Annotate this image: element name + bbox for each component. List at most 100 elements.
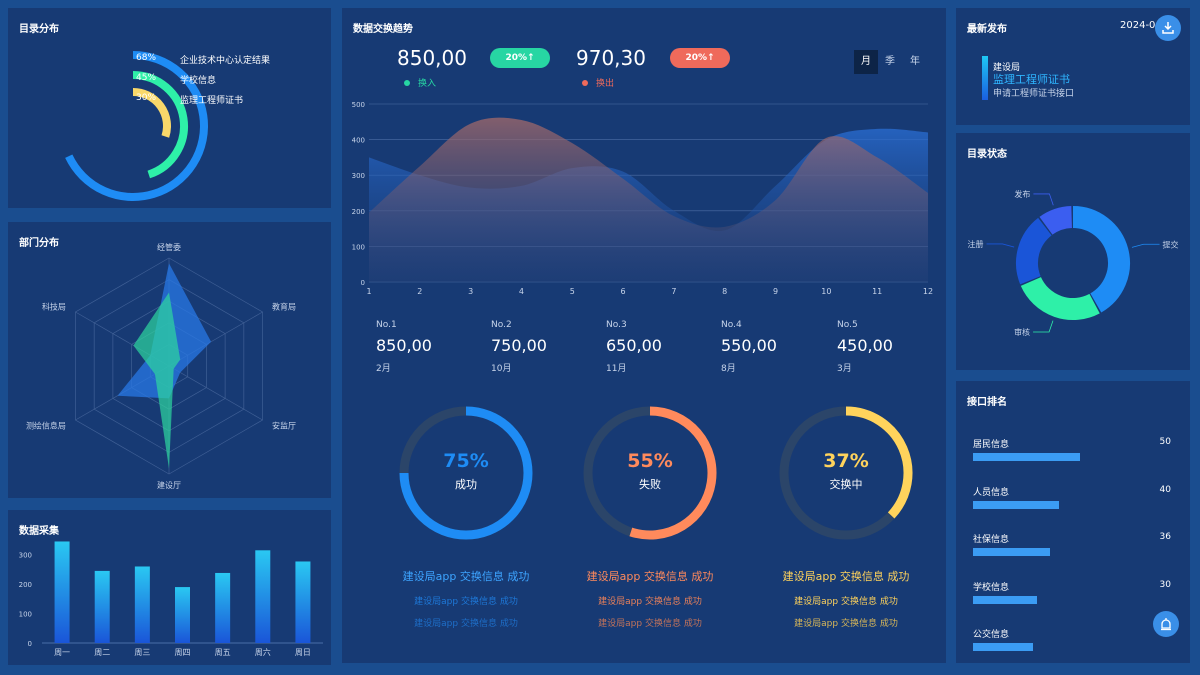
collection-xtick-label: 周二 bbox=[94, 648, 110, 657]
rank-name: 公交信息 bbox=[973, 630, 1010, 640]
catalog-legend-item: 45% 学校信息 bbox=[136, 73, 326, 93]
status-leader-line bbox=[1033, 320, 1054, 333]
gauge-pct: 55% bbox=[627, 450, 673, 472]
rank-bar bbox=[973, 453, 1080, 461]
rank-item: 人员信息 40 bbox=[973, 485, 1183, 515]
collection-xtick-label: 周五 bbox=[215, 648, 231, 657]
status-slice bbox=[1039, 206, 1073, 236]
collection-bar-chart: 0 100 200 300 周一 周二 周三 周四 周五 周六 周日 bbox=[19, 541, 323, 657]
rank-item: 居民信息 50 bbox=[973, 437, 1183, 467]
gauge-pct: 37% bbox=[823, 450, 869, 472]
status-slice-label: 发布 bbox=[1014, 189, 1030, 199]
rank-name: 人员信息 bbox=[973, 488, 1010, 498]
area-xtick-label: 8 bbox=[722, 287, 727, 296]
collection-xtick-label: 周四 bbox=[175, 648, 191, 657]
gauge-label: 失败 bbox=[639, 478, 661, 491]
ranking-value: 650,00 bbox=[606, 336, 662, 355]
area-ytick-label: 200 bbox=[352, 208, 365, 216]
rank-name: 学校信息 bbox=[973, 583, 1010, 593]
rank-value: 30 bbox=[1159, 580, 1171, 590]
catalog-title: 目录分布 bbox=[19, 24, 59, 35]
tab-year[interactable]: 年 bbox=[910, 56, 920, 67]
area-xtick-label: 11 bbox=[872, 287, 882, 296]
catalog-panel: 目录分布 68% 企业技术中心认定结果 45% 学校信息 30% 监理工程师证书 bbox=[8, 8, 331, 208]
download-icon bbox=[1162, 22, 1174, 34]
in-badge: 20%↑ bbox=[490, 48, 550, 68]
status-title: 目录状态 bbox=[967, 149, 1007, 160]
caption-line: 建设局app 交换信息 成功 bbox=[794, 597, 898, 607]
out-value: 970,30 bbox=[576, 46, 646, 70]
caption-line: 建设局app 交换信息 成功 bbox=[414, 597, 518, 607]
tab-month[interactable]: 月 bbox=[854, 50, 878, 74]
collection-ytick-label: 300 bbox=[19, 552, 32, 560]
collection-bar bbox=[255, 550, 271, 643]
in-dot-icon bbox=[404, 79, 410, 86]
ranking-month: 2月 bbox=[376, 364, 391, 374]
ranking-item: No.4 550,00 8月 bbox=[721, 320, 777, 374]
alarm-button[interactable] bbox=[1153, 611, 1179, 637]
rank-item: 公交信息 bbox=[973, 627, 1183, 657]
collection-ytick-label: 100 bbox=[19, 611, 32, 619]
caption-line: 建设局app 交换信息 成功 bbox=[794, 619, 898, 629]
ranking-no: No.2 bbox=[491, 320, 512, 330]
out-legend: 换出 bbox=[582, 76, 614, 89]
out-dot-icon bbox=[582, 79, 588, 86]
rank-value: 40 bbox=[1159, 485, 1171, 495]
status-slice bbox=[1072, 206, 1130, 313]
ranking-value: 550,00 bbox=[721, 336, 777, 355]
gauge-arc bbox=[629, 406, 717, 540]
latest-desc: 申请工程师证书接口 bbox=[993, 89, 1075, 99]
in-value: 850,00 bbox=[397, 46, 467, 70]
latest-panel: 最新发布 2024-0 建设局 监理工程师证书 申请工程师证书接口 bbox=[956, 8, 1190, 125]
area-ytick-label: 500 bbox=[352, 101, 365, 109]
status-leader-line bbox=[1033, 193, 1054, 206]
rank-bar bbox=[973, 548, 1051, 556]
gauge-arc bbox=[845, 406, 913, 519]
caption-primary: 建设局app 交换信息 成功 bbox=[586, 570, 714, 583]
catalog-pct: 45% bbox=[136, 73, 157, 83]
latest-title: 最新发布 bbox=[967, 24, 1007, 35]
catalog-label: 企业技术中心认定结果 bbox=[180, 56, 271, 66]
in-legend: 换入 bbox=[404, 76, 436, 89]
collection-panel: 数据采集 0 100 200 300 周一 周二 周三 周四 周五 周六 周日 bbox=[8, 510, 331, 665]
tab-quarter[interactable]: 季 bbox=[885, 56, 895, 67]
exchange-title: 数据交换趋势 bbox=[353, 24, 413, 35]
download-button[interactable] bbox=[1155, 15, 1181, 41]
out-badge: 20%↑ bbox=[670, 48, 730, 68]
status-gauges bbox=[399, 406, 913, 540]
catalog-legend-item: 30% 监理工程师证书 bbox=[136, 93, 326, 113]
catalog-label: 学校信息 bbox=[180, 76, 217, 86]
ranking-value: 850,00 bbox=[376, 336, 432, 355]
gauge-captions: 建设局app 交换信息 成功 建设局app 交换信息 成功 建设局app 交换信… bbox=[342, 568, 946, 638]
radar-axis-label: 教育局 bbox=[272, 302, 296, 312]
area-xtick-label: 6 bbox=[621, 287, 626, 296]
out-label: 换出 bbox=[596, 79, 615, 89]
gauge-label: 交换中 bbox=[829, 478, 863, 491]
status-slice-label: 注册 bbox=[968, 239, 984, 249]
gauge-text-layer: 75% 成功 55% 失败 37% 交换中 bbox=[342, 398, 946, 548]
ranking-month: 11月 bbox=[606, 364, 627, 374]
radar-axis-label: 安监厅 bbox=[272, 421, 296, 431]
rank-name: 社保信息 bbox=[973, 535, 1010, 545]
ranking-no: No.3 bbox=[606, 320, 627, 330]
rank-bar bbox=[973, 596, 1038, 604]
catalog-label: 监理工程师证书 bbox=[180, 96, 244, 106]
collection-xtick-label: 周日 bbox=[295, 648, 311, 657]
status-slice bbox=[1016, 217, 1053, 285]
catalog-radial-chart bbox=[65, 51, 208, 201]
ranking-no: No.1 bbox=[376, 320, 397, 330]
caption-primary: 建设局app 交换信息 成功 bbox=[782, 570, 910, 583]
radar-axis-label: 经管委 bbox=[157, 242, 181, 252]
interface-rank-panel: 接口排名 居民信息 50 人员信息 40 社保信息 36 学校信息 30 公交信… bbox=[956, 381, 1190, 663]
status-panel: 目录状态 提交 审核 注册 发布 bbox=[956, 133, 1190, 370]
collection-bar bbox=[175, 587, 190, 643]
caption-line: 建设局app 交换信息 成功 bbox=[414, 619, 518, 629]
area-xtick-label: 4 bbox=[519, 287, 524, 296]
latest-accent-bar bbox=[982, 56, 988, 100]
ranking-item: No.1 850,00 2月 bbox=[376, 320, 432, 374]
status-slice-label: 审核 bbox=[1014, 327, 1030, 337]
area-xtick-label: 12 bbox=[923, 287, 933, 296]
ranking-value: 750,00 bbox=[491, 336, 547, 355]
